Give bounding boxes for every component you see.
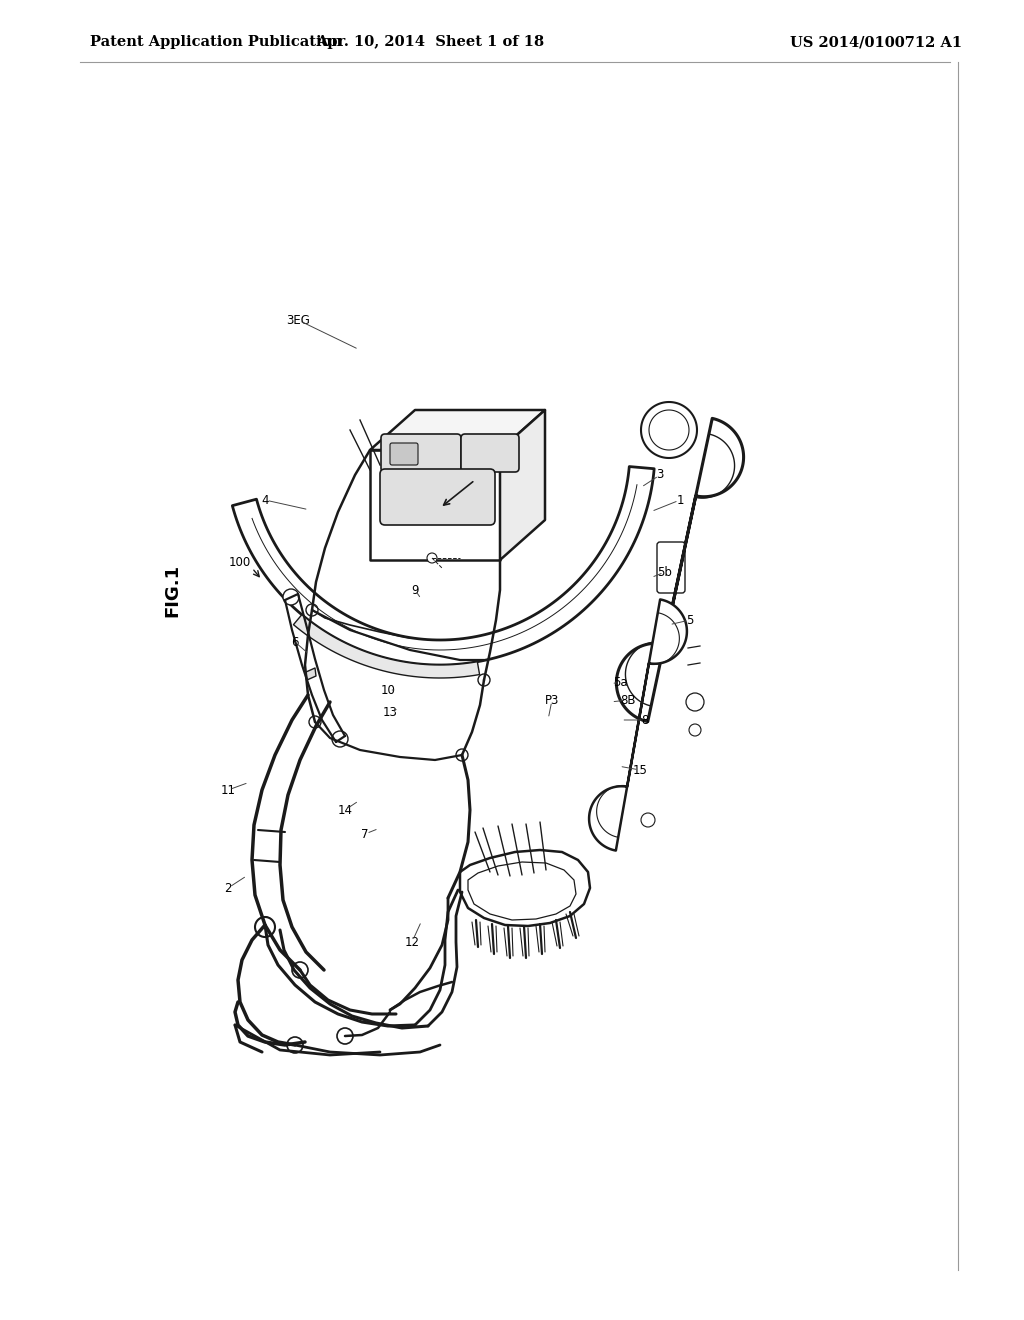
Text: Apr. 10, 2014  Sheet 1 of 18: Apr. 10, 2014 Sheet 1 of 18 bbox=[316, 36, 544, 49]
Text: FIG.1: FIG.1 bbox=[163, 564, 181, 616]
Text: 15: 15 bbox=[633, 763, 647, 776]
Text: 2: 2 bbox=[224, 882, 231, 895]
Circle shape bbox=[292, 962, 308, 978]
Text: 100: 100 bbox=[229, 556, 251, 569]
Text: US 2014/0100712 A1: US 2014/0100712 A1 bbox=[790, 36, 963, 49]
Polygon shape bbox=[616, 418, 743, 722]
Text: P3: P3 bbox=[545, 693, 559, 706]
Text: 12: 12 bbox=[404, 936, 420, 949]
FancyBboxPatch shape bbox=[461, 434, 519, 473]
Text: 6: 6 bbox=[291, 635, 299, 648]
Polygon shape bbox=[589, 599, 687, 850]
Text: 10: 10 bbox=[381, 684, 395, 697]
Text: 5: 5 bbox=[686, 614, 693, 627]
Text: 3EG: 3EG bbox=[286, 314, 310, 326]
Circle shape bbox=[478, 675, 490, 686]
FancyBboxPatch shape bbox=[381, 434, 461, 473]
Polygon shape bbox=[641, 403, 697, 458]
Circle shape bbox=[255, 917, 275, 937]
Text: 3: 3 bbox=[656, 469, 664, 482]
Text: 9: 9 bbox=[412, 583, 419, 597]
FancyBboxPatch shape bbox=[390, 444, 418, 465]
Text: 1: 1 bbox=[676, 494, 684, 507]
Circle shape bbox=[283, 589, 299, 605]
Polygon shape bbox=[500, 411, 545, 560]
Polygon shape bbox=[232, 466, 654, 665]
Circle shape bbox=[309, 715, 321, 729]
Text: 5b: 5b bbox=[657, 565, 673, 578]
Text: 4: 4 bbox=[261, 494, 268, 507]
Text: 5a: 5a bbox=[612, 676, 628, 689]
Text: Patent Application Publication: Patent Application Publication bbox=[90, 36, 342, 49]
Circle shape bbox=[257, 917, 273, 933]
FancyBboxPatch shape bbox=[380, 469, 495, 525]
Circle shape bbox=[337, 1028, 353, 1044]
Circle shape bbox=[427, 553, 437, 564]
Circle shape bbox=[306, 605, 318, 616]
Polygon shape bbox=[306, 668, 316, 680]
Polygon shape bbox=[370, 450, 500, 560]
Circle shape bbox=[287, 1038, 303, 1053]
Text: 11: 11 bbox=[220, 784, 236, 796]
Polygon shape bbox=[460, 850, 590, 927]
Text: 13: 13 bbox=[383, 705, 397, 718]
Text: 8: 8 bbox=[641, 714, 648, 726]
Circle shape bbox=[456, 748, 468, 762]
Polygon shape bbox=[370, 411, 545, 450]
Circle shape bbox=[332, 731, 348, 747]
Text: 7: 7 bbox=[361, 828, 369, 841]
Text: 8B: 8B bbox=[621, 693, 636, 706]
Polygon shape bbox=[294, 615, 479, 678]
Text: 14: 14 bbox=[338, 804, 352, 817]
